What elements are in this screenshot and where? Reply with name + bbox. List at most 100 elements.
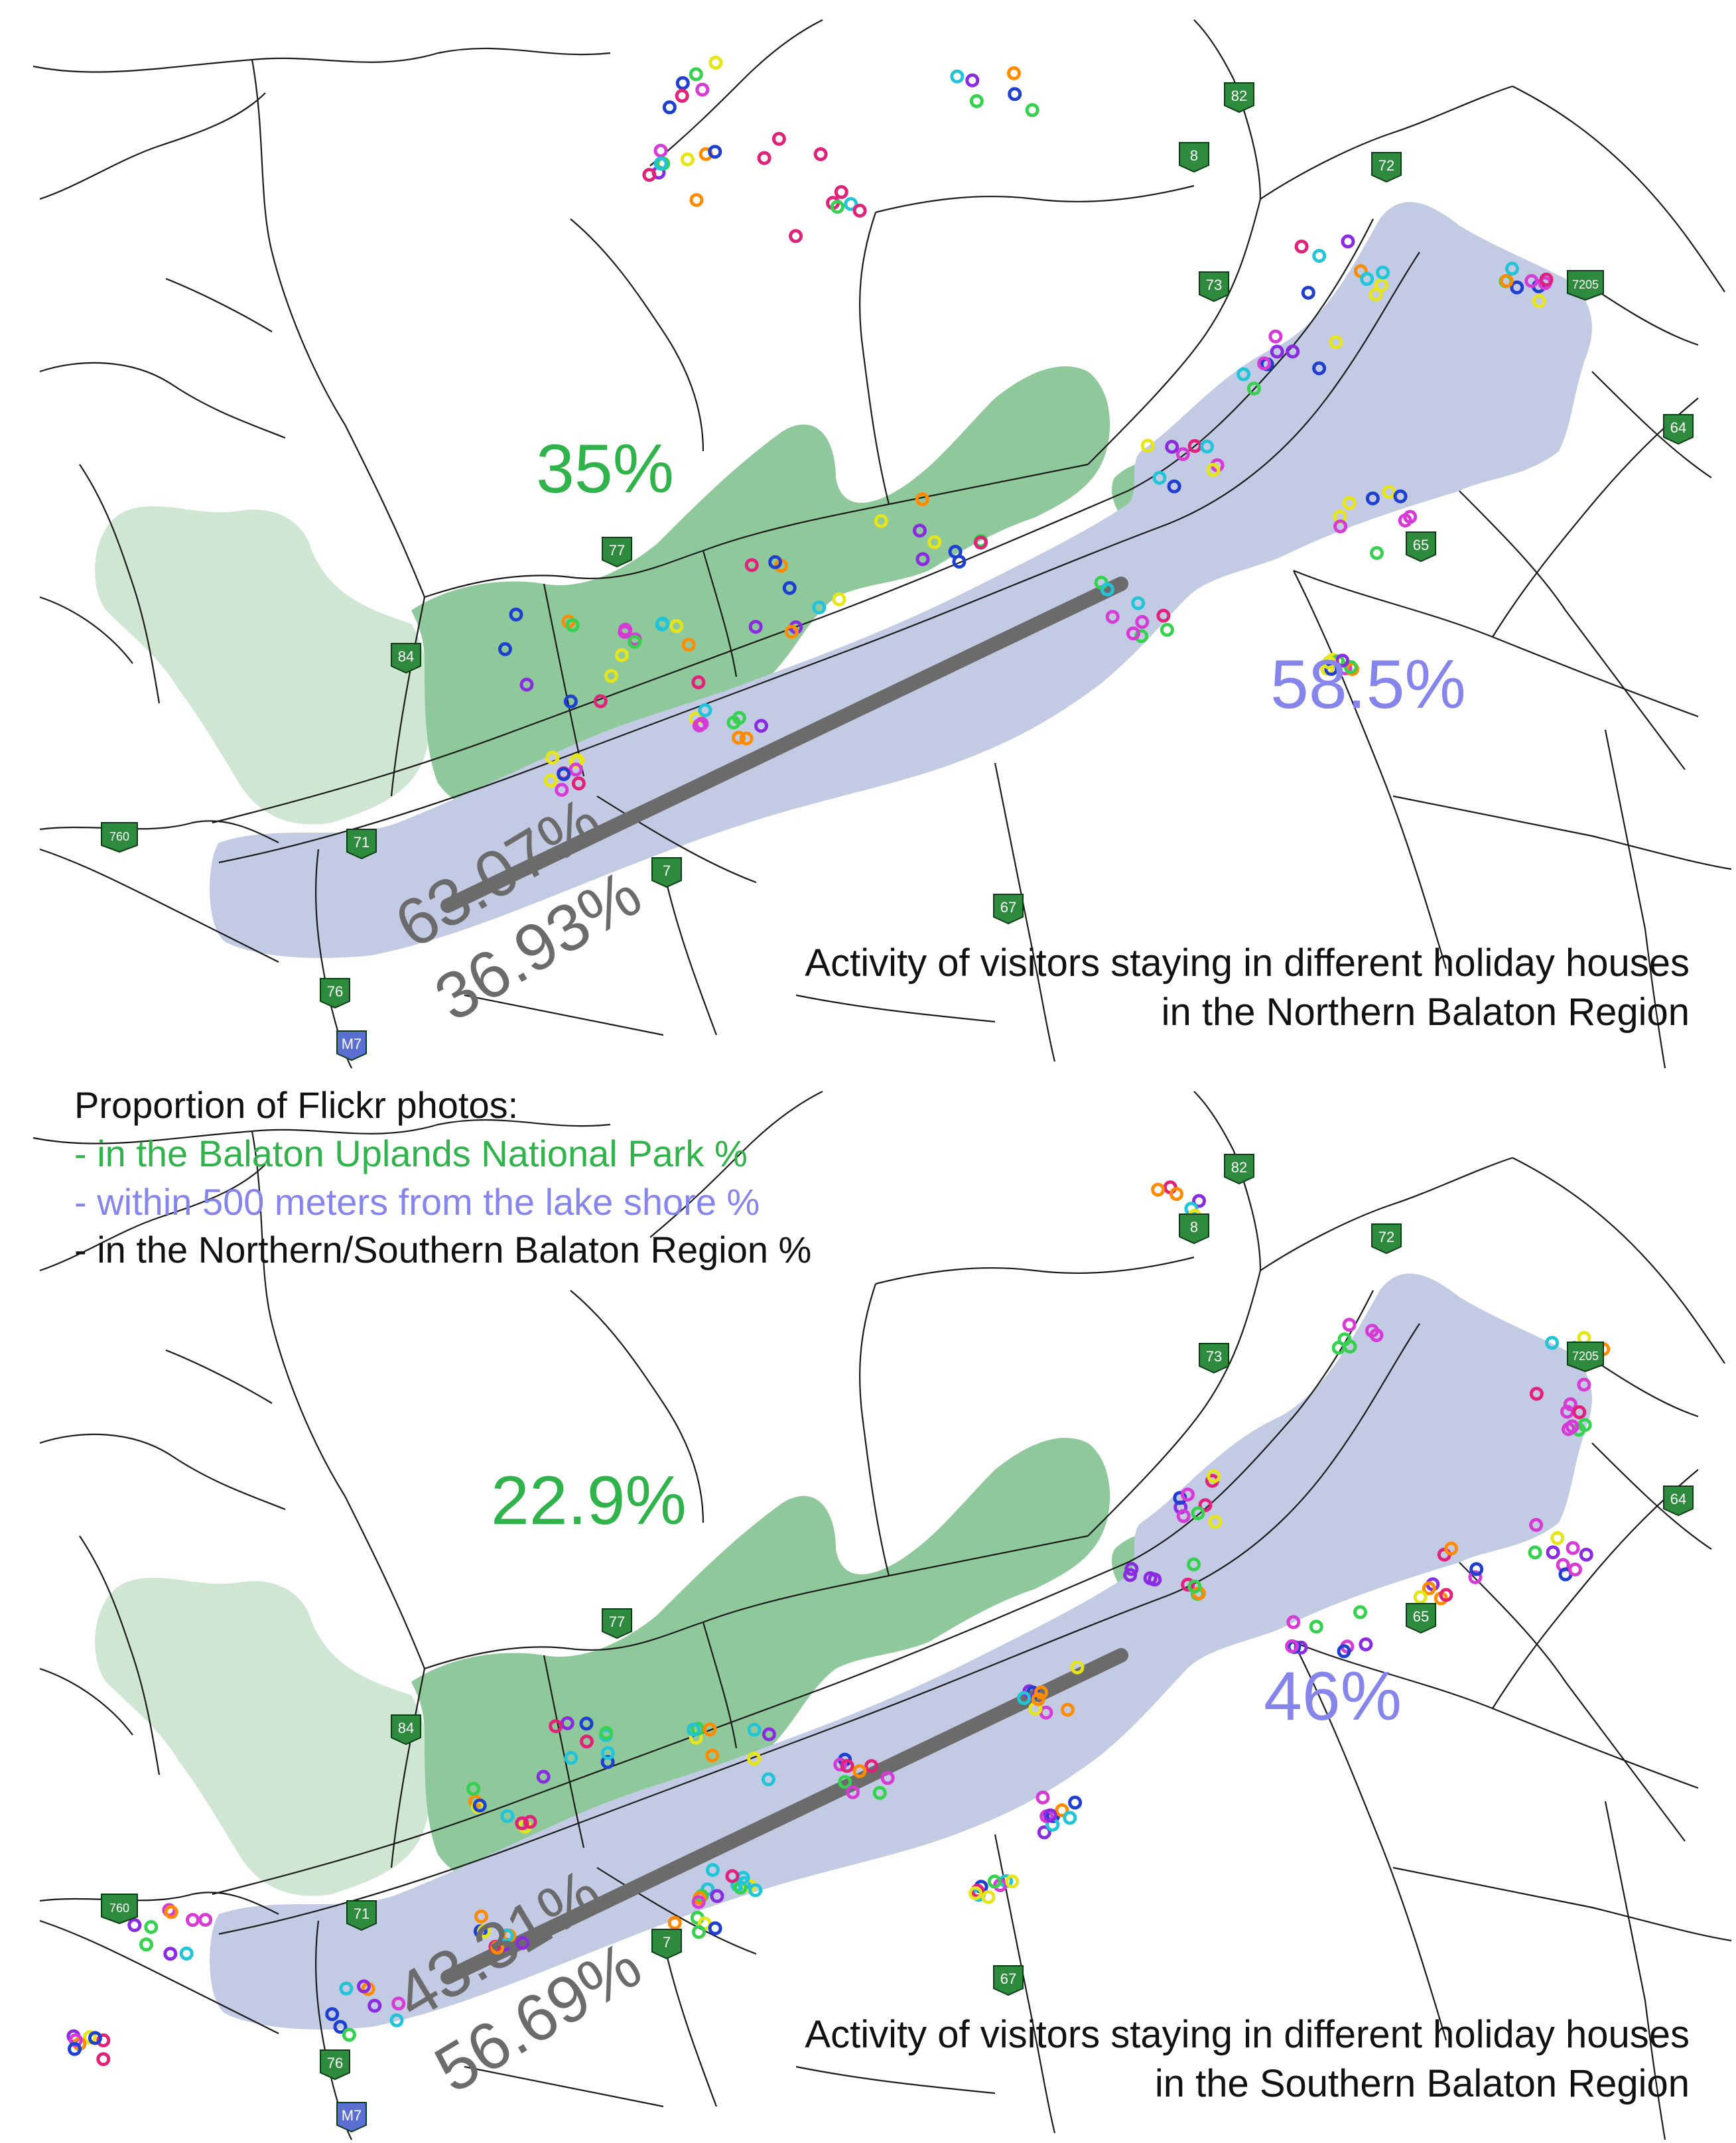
road-shield-number: 7 <box>663 863 671 879</box>
photo-location-point <box>1505 261 1519 276</box>
shore-percentage-label: 58.5% <box>1270 646 1466 723</box>
photo-location-point <box>1160 622 1174 637</box>
road <box>1392 1866 1732 1942</box>
photo-location-point <box>691 1895 706 1909</box>
photo-location-point <box>748 620 763 634</box>
photo-location-point <box>498 642 512 656</box>
photo-location-point <box>68 2041 82 2056</box>
road <box>1512 86 1725 293</box>
photo-location-point <box>614 648 629 662</box>
photo-location-point <box>96 2052 111 2067</box>
photo-location-point <box>915 552 930 567</box>
road-shield-number: 7 <box>663 1934 671 1951</box>
photo-location-point <box>1198 1498 1213 1513</box>
photo-location-point <box>1572 1405 1587 1419</box>
road <box>39 1919 279 2034</box>
road <box>662 868 718 1036</box>
road <box>702 550 738 677</box>
photo-location-point <box>555 783 569 797</box>
photo-location-point <box>834 184 848 199</box>
photo-location-point <box>1268 329 1283 344</box>
national-park-area <box>411 366 1110 811</box>
photo-location-point <box>844 197 858 211</box>
photo-location-point <box>1532 294 1546 309</box>
road <box>1459 1562 1686 1842</box>
road-shield: 84 <box>391 643 421 674</box>
photo-location-point <box>880 1771 895 1785</box>
road <box>1604 1801 1666 2140</box>
photo-location-point <box>68 2033 83 2047</box>
photo-location-point <box>1524 274 1539 288</box>
caption-line-1: Activity of visitors staying in differen… <box>805 941 1690 985</box>
road <box>1260 85 1513 200</box>
photo-location-point <box>515 1816 529 1831</box>
photo-location-point <box>599 1726 614 1740</box>
photo-location-point <box>974 535 988 550</box>
legend: Proportion of Flickr photos: - in the Ba… <box>74 1081 811 1275</box>
photo-location-point <box>872 1785 887 1800</box>
photo-location-point <box>833 1758 848 1772</box>
road-shield-badge <box>1199 1343 1229 1374</box>
photo-location-point <box>1124 1562 1139 1576</box>
photo-location-point <box>1270 344 1284 359</box>
photo-location-point <box>653 157 668 171</box>
road-shield-number: M7 <box>342 2107 362 2124</box>
photo-location-point <box>523 1815 537 1829</box>
photo-location-point <box>1285 1639 1300 1653</box>
photo-location-point <box>852 1764 867 1778</box>
photo-location-point <box>761 1772 775 1787</box>
road <box>424 1621 704 1670</box>
photo-location-point <box>1342 496 1357 510</box>
photo-location-point <box>1070 1660 1085 1675</box>
photo-location-point <box>754 719 768 733</box>
photo-location-point <box>1324 661 1339 676</box>
road-southern-shore <box>218 251 1420 864</box>
photo-location-point <box>474 1909 488 1923</box>
photo-location-point <box>782 581 797 595</box>
photo-location-point <box>981 1890 996 1904</box>
photo-location-point <box>771 131 786 146</box>
road-shield: 7 <box>651 857 682 888</box>
road <box>39 820 279 843</box>
region-divider-bar <box>440 1648 1128 1984</box>
road-shield: M7 <box>336 2102 367 2133</box>
road-shield-badge <box>1224 1154 1254 1185</box>
road <box>33 58 253 73</box>
photo-location-point <box>1131 596 1146 610</box>
road <box>875 184 1195 214</box>
photo-location-point <box>549 1719 563 1734</box>
photo-location-point <box>1181 1577 1195 1592</box>
national-park-area <box>411 1438 1110 1883</box>
road-shield: 67 <box>993 894 1024 925</box>
photo-location-point <box>1546 1545 1560 1560</box>
photo-location-point <box>1499 273 1514 288</box>
caption-line-2: in the Southern Balaton Region <box>1154 2062 1690 2106</box>
photo-location-point <box>1181 1487 1195 1502</box>
photo-location-point <box>1382 485 1396 499</box>
photo-location-point <box>812 600 827 615</box>
photo-location-point <box>564 1751 578 1765</box>
road-shield-number: 67 <box>1000 1970 1016 1987</box>
road-shield-number: 71 <box>354 834 369 851</box>
road <box>1087 198 1262 465</box>
photo-location-point <box>1176 1509 1191 1523</box>
road-shield-number: 8 <box>1190 147 1198 164</box>
road-shield-badge <box>336 1030 367 1062</box>
road-shield: 67 <box>993 1965 1024 1996</box>
photo-location-point <box>519 677 534 692</box>
photo-location-point <box>1444 1541 1459 1556</box>
road-shield-number: 77 <box>609 542 625 559</box>
photo-location-point <box>1167 479 1181 494</box>
road-shield-badge <box>101 1894 138 1925</box>
photo-location-point <box>1365 1324 1379 1338</box>
photo-location-point <box>557 767 571 782</box>
road-shield-badge <box>320 2049 350 2081</box>
photo-location-point <box>1468 1570 1483 1584</box>
photo-location-point <box>1008 87 1022 102</box>
road <box>390 596 426 797</box>
road-shield-number: 84 <box>398 1720 414 1736</box>
road <box>251 1119 611 1135</box>
road-shield-badge <box>1179 1213 1209 1245</box>
road <box>464 2065 664 2108</box>
road <box>39 1892 279 1915</box>
